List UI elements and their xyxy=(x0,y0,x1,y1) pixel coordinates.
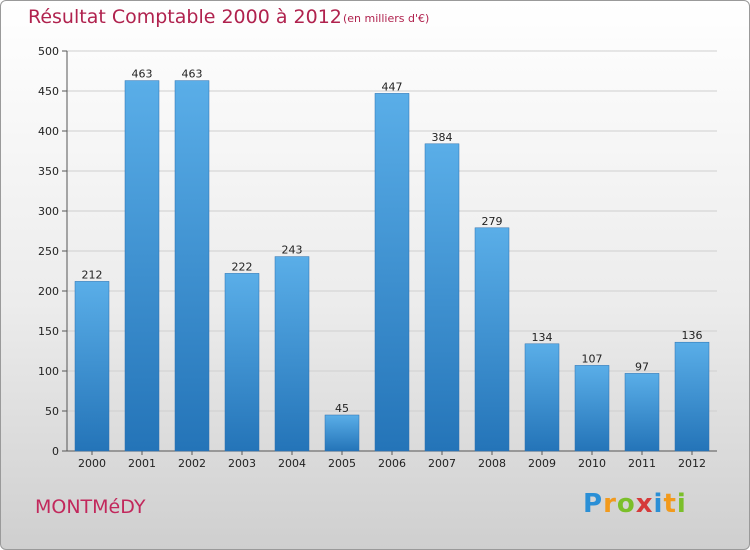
data-label: 134 xyxy=(532,331,553,344)
x-tick-label: 2007 xyxy=(428,457,456,470)
y-tick-label: 500 xyxy=(38,45,59,58)
labels: 212 463 463 222 243 45 447 384 279 134 107 97 136 xyxy=(82,68,703,415)
x-tick-label: 2003 xyxy=(228,457,256,470)
y-tick-label: 300 xyxy=(38,205,59,218)
data-label: 384 xyxy=(432,131,453,144)
data-label: 45 xyxy=(335,402,349,415)
chart-subtitle: (en milliers d'€) xyxy=(343,12,430,25)
y-tick-label: 0 xyxy=(52,445,59,458)
logo-letter: i xyxy=(676,489,687,519)
x-tick-label: 2011 xyxy=(628,457,656,470)
town-name: MONTMéDY xyxy=(35,496,146,518)
data-label: 97 xyxy=(635,360,649,373)
bar xyxy=(324,414,360,452)
logo-letter: x xyxy=(635,489,654,519)
y-tick-label: 450 xyxy=(38,85,59,98)
x-tick-label: 2005 xyxy=(328,457,356,470)
y-tick-label: 400 xyxy=(38,125,59,138)
chart-title: Résultat Comptable 2000 à 2012 xyxy=(28,6,342,28)
bar xyxy=(124,80,160,452)
bar xyxy=(74,281,110,452)
bar xyxy=(674,341,710,452)
data-label: 243 xyxy=(282,244,303,257)
data-label: 212 xyxy=(82,268,103,281)
x-tick-label: 2006 xyxy=(378,457,406,470)
bar xyxy=(524,343,560,452)
logo-letter: t xyxy=(663,489,677,519)
data-label: 279 xyxy=(482,215,503,228)
data-label: 447 xyxy=(382,80,403,93)
bar xyxy=(174,80,210,452)
data-label: 107 xyxy=(582,352,603,365)
bar xyxy=(274,256,310,452)
logo-letter: i xyxy=(653,489,664,519)
x-tick-label: 2000 xyxy=(78,457,106,470)
data-label: 463 xyxy=(182,68,203,81)
bar xyxy=(424,143,460,452)
x-tick-label: 2001 xyxy=(128,457,156,470)
data-label: 136 xyxy=(682,329,703,342)
y-tick-label: 200 xyxy=(38,285,59,298)
bar xyxy=(574,365,610,452)
y-tick-label: 250 xyxy=(38,245,59,258)
x-tick-label: 2009 xyxy=(528,457,556,470)
bar xyxy=(474,227,510,452)
data-label: 463 xyxy=(132,68,153,81)
logo-letter: r xyxy=(603,489,617,519)
bar xyxy=(224,273,260,452)
y-tick-label: 50 xyxy=(45,405,59,418)
x-tick-label: 2004 xyxy=(278,457,306,470)
logo-letter: o xyxy=(616,489,636,519)
logo-letter: P xyxy=(583,489,604,519)
proxiti-logo: Proxiti xyxy=(583,489,687,519)
data-label: 222 xyxy=(232,260,253,273)
x-tick-label: 2012 xyxy=(678,457,706,470)
y-tick-label: 350 xyxy=(38,165,59,178)
x-tick-label: 2010 xyxy=(578,457,606,470)
bars xyxy=(74,80,710,452)
y-tick-label: 100 xyxy=(38,365,59,378)
axes: 0 50 100 150 200 250 300 350 400 450 500 2000 2001 20… xyxy=(38,45,717,470)
bar xyxy=(374,93,410,452)
y-tick-label: 150 xyxy=(38,325,59,338)
x-tick-label: 2002 xyxy=(178,457,206,470)
bar xyxy=(624,373,660,452)
x-tick-label: 2008 xyxy=(478,457,506,470)
